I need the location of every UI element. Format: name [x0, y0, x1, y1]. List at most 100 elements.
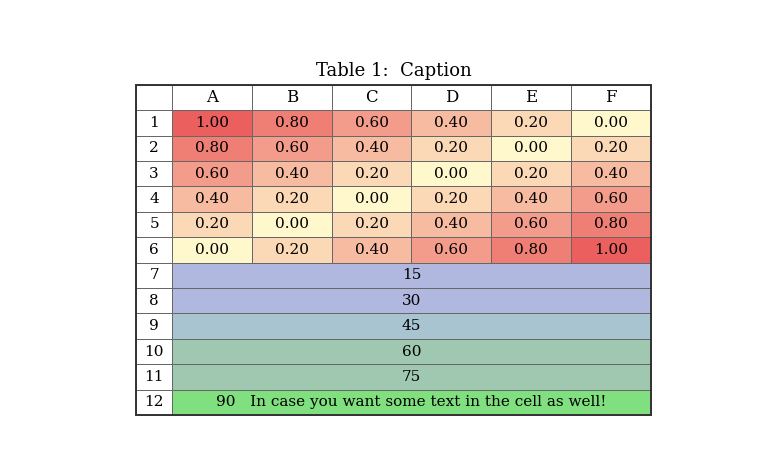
Text: 0.00: 0.00 [195, 243, 229, 257]
Bar [252, 186, 332, 212]
Text: 0.00: 0.00 [275, 218, 309, 231]
Bar [172, 212, 252, 237]
Text: 9: 9 [149, 319, 159, 333]
Text: 0.60: 0.60 [275, 141, 309, 155]
Bar [332, 212, 412, 237]
Bar [172, 135, 252, 161]
Bar [412, 237, 492, 263]
Text: 0.60: 0.60 [514, 218, 548, 231]
Text: 7: 7 [149, 268, 159, 282]
Bar [571, 85, 651, 110]
Text: 0.80: 0.80 [515, 243, 548, 257]
Text: 1: 1 [149, 116, 159, 130]
Text: 0.40: 0.40 [355, 141, 389, 155]
Text: 0.40: 0.40 [355, 243, 389, 257]
Bar [332, 135, 412, 161]
Text: 12: 12 [144, 395, 164, 409]
Bar [136, 288, 172, 314]
Bar [136, 237, 172, 263]
Bar [136, 314, 172, 339]
Bar [172, 339, 651, 364]
Text: C: C [366, 89, 378, 106]
Text: 0.20: 0.20 [594, 141, 628, 155]
Text: Table 1:  Caption: Table 1: Caption [316, 62, 472, 80]
Bar [412, 161, 492, 186]
Text: 1.00: 1.00 [195, 116, 229, 130]
Text: 0.20: 0.20 [514, 116, 548, 130]
Text: 0.60: 0.60 [594, 192, 628, 206]
Bar [172, 314, 651, 339]
Bar [136, 364, 172, 389]
Text: A: A [206, 89, 218, 106]
Text: 60: 60 [402, 344, 421, 359]
Text: 4: 4 [149, 192, 159, 206]
Bar [332, 85, 412, 110]
Bar [136, 339, 172, 364]
Bar [252, 237, 332, 263]
Text: 0.60: 0.60 [195, 167, 229, 180]
Bar [252, 85, 332, 110]
Text: 0.20: 0.20 [355, 167, 389, 180]
Text: F: F [605, 89, 617, 106]
Bar [571, 161, 651, 186]
Text: 75: 75 [402, 370, 421, 384]
Text: 0.20: 0.20 [435, 141, 468, 155]
Text: 3: 3 [149, 167, 159, 180]
Text: 0.00: 0.00 [514, 141, 548, 155]
Text: 0.40: 0.40 [275, 167, 309, 180]
Text: 0.00: 0.00 [355, 192, 389, 206]
Bar [172, 263, 651, 288]
Text: 0.40: 0.40 [514, 192, 548, 206]
Bar [492, 237, 571, 263]
Bar [136, 186, 172, 212]
Bar [172, 237, 252, 263]
Text: 2: 2 [149, 141, 159, 155]
Text: 0.60: 0.60 [355, 116, 389, 130]
Text: 1.00: 1.00 [594, 243, 628, 257]
Bar [136, 390, 172, 415]
Bar [252, 135, 332, 161]
Text: 8: 8 [149, 294, 159, 308]
Text: B: B [286, 89, 298, 106]
Text: 10: 10 [144, 344, 164, 359]
Text: 0.20: 0.20 [435, 192, 468, 206]
Bar [412, 212, 492, 237]
Text: 0.80: 0.80 [594, 218, 628, 231]
Text: 0.60: 0.60 [435, 243, 468, 257]
Bar [412, 110, 492, 135]
Bar [492, 110, 571, 135]
Bar [172, 85, 252, 110]
Text: 0.80: 0.80 [275, 116, 309, 130]
Text: 15: 15 [402, 268, 421, 282]
Text: 30: 30 [402, 294, 421, 308]
Bar [136, 212, 172, 237]
Text: 0.40: 0.40 [594, 167, 628, 180]
Text: 0.00: 0.00 [435, 167, 468, 180]
Bar [172, 110, 252, 135]
Text: 5: 5 [149, 218, 159, 231]
Text: 0.40: 0.40 [435, 218, 468, 231]
Bar [571, 135, 651, 161]
Bar [332, 161, 412, 186]
Bar [492, 85, 571, 110]
Bar [571, 212, 651, 237]
Text: 0.00: 0.00 [594, 116, 628, 130]
Bar [332, 186, 412, 212]
Bar [332, 237, 412, 263]
Text: 11: 11 [144, 370, 164, 384]
Text: 0.40: 0.40 [195, 192, 229, 206]
Bar [136, 110, 172, 135]
Text: E: E [525, 89, 538, 106]
Bar [172, 161, 252, 186]
Text: 0.20: 0.20 [195, 218, 229, 231]
Bar [136, 85, 651, 415]
Bar [492, 186, 571, 212]
Bar [136, 85, 172, 110]
Bar [252, 110, 332, 135]
Bar [412, 85, 492, 110]
Bar [172, 390, 651, 415]
Bar [571, 110, 651, 135]
Text: 6: 6 [149, 243, 159, 257]
Bar [492, 212, 571, 237]
Bar [172, 186, 252, 212]
